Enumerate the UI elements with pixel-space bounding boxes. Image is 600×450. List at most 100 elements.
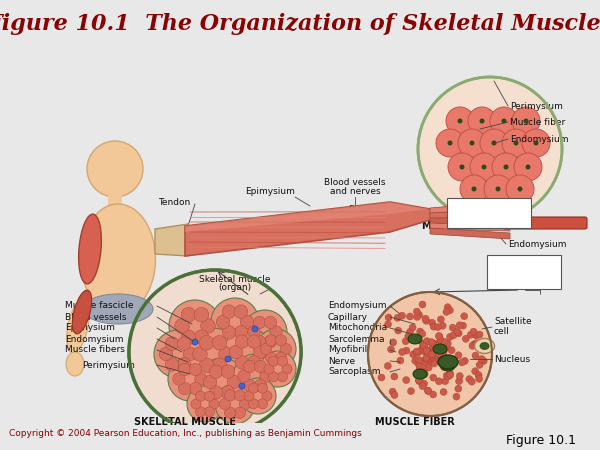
Circle shape	[224, 328, 272, 376]
Circle shape	[461, 313, 467, 320]
Circle shape	[421, 343, 428, 350]
Circle shape	[460, 175, 488, 203]
Circle shape	[240, 315, 254, 328]
Text: Tendon: Tendon	[158, 198, 190, 207]
Circle shape	[254, 360, 266, 373]
Circle shape	[421, 380, 428, 387]
Circle shape	[192, 339, 198, 345]
Circle shape	[506, 175, 534, 203]
Circle shape	[448, 347, 455, 354]
Circle shape	[492, 153, 520, 181]
Circle shape	[458, 359, 466, 366]
Circle shape	[455, 330, 462, 337]
Circle shape	[394, 315, 401, 321]
Circle shape	[419, 330, 425, 338]
Circle shape	[434, 347, 440, 355]
Text: Nucleus: Nucleus	[494, 355, 530, 364]
Circle shape	[480, 357, 487, 364]
Circle shape	[405, 333, 412, 340]
Ellipse shape	[73, 290, 92, 334]
Circle shape	[496, 186, 500, 192]
Circle shape	[216, 315, 230, 328]
Text: and nerves: and nerves	[329, 186, 380, 195]
Circle shape	[441, 338, 448, 346]
Circle shape	[181, 330, 196, 345]
Circle shape	[256, 329, 296, 369]
Circle shape	[244, 360, 256, 373]
Circle shape	[428, 338, 435, 346]
Text: Skeletal muscle: Skeletal muscle	[199, 274, 271, 284]
Circle shape	[426, 352, 433, 359]
Circle shape	[277, 356, 287, 366]
Circle shape	[433, 340, 439, 347]
Circle shape	[234, 326, 248, 339]
Circle shape	[416, 347, 424, 355]
Circle shape	[419, 382, 426, 390]
Circle shape	[175, 319, 189, 333]
Circle shape	[201, 319, 215, 333]
PathPatch shape	[155, 224, 188, 256]
Circle shape	[490, 107, 518, 135]
Circle shape	[234, 305, 248, 318]
Text: cell: cell	[494, 328, 510, 337]
Circle shape	[438, 343, 445, 350]
Circle shape	[424, 359, 431, 366]
Circle shape	[209, 399, 219, 409]
Circle shape	[436, 351, 442, 358]
Circle shape	[416, 363, 423, 370]
Circle shape	[458, 129, 486, 157]
PathPatch shape	[430, 201, 510, 214]
Circle shape	[165, 358, 179, 371]
Circle shape	[178, 382, 191, 395]
Circle shape	[262, 391, 272, 401]
Circle shape	[450, 332, 457, 339]
Circle shape	[472, 352, 479, 359]
Circle shape	[235, 356, 249, 369]
Ellipse shape	[408, 334, 422, 344]
Circle shape	[430, 341, 437, 348]
Circle shape	[425, 354, 432, 360]
Circle shape	[222, 305, 236, 318]
Circle shape	[277, 372, 287, 382]
Circle shape	[391, 373, 398, 380]
Circle shape	[446, 107, 474, 135]
Circle shape	[265, 335, 277, 346]
Text: Blood vessels: Blood vessels	[65, 312, 127, 321]
Circle shape	[514, 153, 542, 181]
Circle shape	[476, 331, 483, 338]
Circle shape	[440, 349, 447, 356]
Circle shape	[422, 360, 429, 367]
Circle shape	[194, 307, 209, 322]
Circle shape	[425, 350, 432, 356]
Circle shape	[169, 300, 221, 352]
FancyBboxPatch shape	[503, 217, 587, 229]
Circle shape	[517, 186, 523, 192]
Circle shape	[430, 374, 437, 381]
Circle shape	[275, 335, 287, 346]
Circle shape	[389, 339, 397, 346]
Circle shape	[426, 350, 433, 357]
Circle shape	[533, 140, 539, 145]
Circle shape	[469, 342, 476, 349]
Circle shape	[434, 324, 441, 331]
Circle shape	[453, 393, 460, 400]
Circle shape	[440, 388, 447, 396]
Circle shape	[203, 375, 217, 389]
Text: Muscle fibers: Muscle fibers	[65, 346, 125, 355]
Text: Perimysium: Perimysium	[82, 360, 135, 369]
Circle shape	[260, 351, 296, 387]
Circle shape	[476, 361, 483, 369]
Circle shape	[265, 316, 277, 328]
Ellipse shape	[438, 355, 458, 369]
Circle shape	[248, 326, 260, 338]
Circle shape	[265, 335, 277, 348]
Circle shape	[443, 308, 450, 315]
Ellipse shape	[79, 214, 101, 284]
Circle shape	[458, 118, 463, 123]
Text: Epimysium: Epimysium	[65, 324, 115, 333]
Circle shape	[437, 316, 445, 323]
Circle shape	[191, 399, 201, 409]
Circle shape	[423, 356, 430, 363]
Circle shape	[473, 340, 480, 346]
Circle shape	[415, 360, 422, 367]
